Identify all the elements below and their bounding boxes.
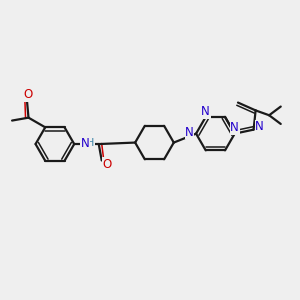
- Text: H: H: [86, 138, 94, 148]
- Text: N: N: [185, 126, 194, 139]
- Text: N: N: [80, 137, 89, 150]
- Text: O: O: [24, 88, 33, 101]
- Text: O: O: [102, 158, 112, 170]
- Text: N: N: [201, 105, 210, 118]
- Text: N: N: [255, 120, 264, 133]
- Text: N: N: [230, 121, 239, 134]
